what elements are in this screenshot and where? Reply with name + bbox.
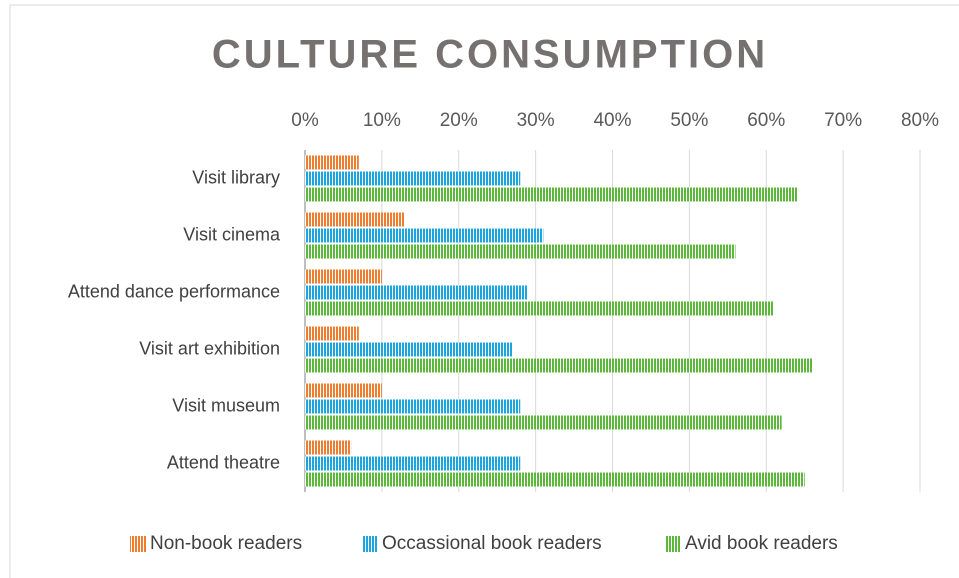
- legend-label: Avid book readers: [685, 533, 838, 554]
- y-tick-label: Visit museum: [172, 395, 280, 415]
- chart-title: CULTURE CONSUMPTION: [212, 33, 768, 77]
- legend-swatch: [130, 536, 146, 552]
- bar: [305, 155, 359, 170]
- x-tick-label: 40%: [593, 110, 631, 131]
- legend-label: Occassional book readers: [382, 533, 602, 554]
- bar: [305, 399, 521, 414]
- y-tick-label: Visit library: [192, 167, 280, 187]
- bar: [305, 415, 782, 430]
- x-tick-label: 30%: [517, 110, 555, 131]
- legend-swatch: [362, 536, 378, 552]
- x-tick-label: 70%: [824, 110, 862, 131]
- bar: [305, 285, 528, 300]
- y-tick-label: Visit cinema: [183, 224, 281, 244]
- bar: [305, 383, 382, 398]
- bar: [305, 228, 544, 243]
- x-tick-label: 0%: [291, 110, 319, 131]
- bar: [305, 326, 359, 341]
- bar: [305, 456, 521, 471]
- bar: [305, 244, 736, 259]
- bar: [305, 358, 813, 373]
- bar: [305, 440, 352, 455]
- bar: [305, 187, 797, 202]
- x-tick-label: 10%: [363, 110, 401, 131]
- legend-swatch: [665, 536, 681, 552]
- x-tick-label: 50%: [670, 110, 708, 131]
- x-tick-label: 80%: [901, 110, 939, 131]
- x-tick-label: 20%: [440, 110, 478, 131]
- y-tick-label: Visit art exhibition: [139, 338, 280, 358]
- x-tick-label: 60%: [747, 110, 785, 131]
- bar: [305, 269, 382, 284]
- y-tick-label: Attend theatre: [167, 452, 280, 472]
- bar: [305, 171, 521, 186]
- bar: [305, 301, 774, 316]
- y-tick-label: Attend dance performance: [68, 281, 280, 301]
- legend-label: Non-book readers: [150, 533, 302, 554]
- bar: [305, 212, 405, 227]
- bar: [305, 472, 805, 487]
- bar: [305, 342, 513, 357]
